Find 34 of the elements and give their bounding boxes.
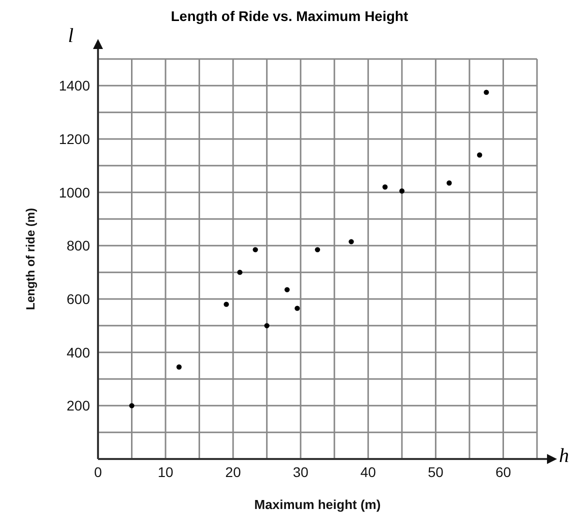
point [348, 239, 354, 244]
point [252, 247, 258, 252]
point [129, 403, 134, 408]
point [237, 270, 242, 275]
point [284, 287, 290, 292]
y-tick-label: 1400 [58, 78, 90, 94]
x-tick-label: 30 [292, 464, 309, 480]
point [264, 323, 270, 328]
y-tick-label: 800 [66, 238, 90, 254]
x-tick-label: 10 [158, 464, 174, 480]
y-tick-label: 1200 [58, 130, 90, 147]
chart-title: Length of Ride vs. Maximum Height [170, 8, 410, 24]
point [224, 302, 229, 307]
y-tick-label: 400 [66, 344, 90, 360]
x-tick-label: 50 [428, 464, 444, 480]
y-tick-label: 200 [66, 398, 90, 414]
x-tick-label: 0 [94, 464, 102, 480]
x-axis-title: Maximum height (m) [254, 497, 381, 512]
point [176, 364, 182, 370]
point [484, 90, 489, 95]
point [314, 247, 320, 252]
text: h [559, 445, 569, 468]
point [476, 152, 482, 158]
y-tick-label: 600 [66, 290, 90, 307]
x-tick-label: 40 [360, 464, 376, 480]
x-tick-label: 20 [225, 464, 242, 480]
point [382, 184, 388, 190]
x-tick-label: 60 [495, 464, 512, 480]
point [294, 306, 300, 311]
text: l [68, 25, 74, 48]
y-tick-label: 1000 [58, 184, 90, 200]
point [399, 188, 405, 194]
y-axis-title: Length of ride (m) [23, 208, 38, 310]
point [446, 180, 452, 186]
